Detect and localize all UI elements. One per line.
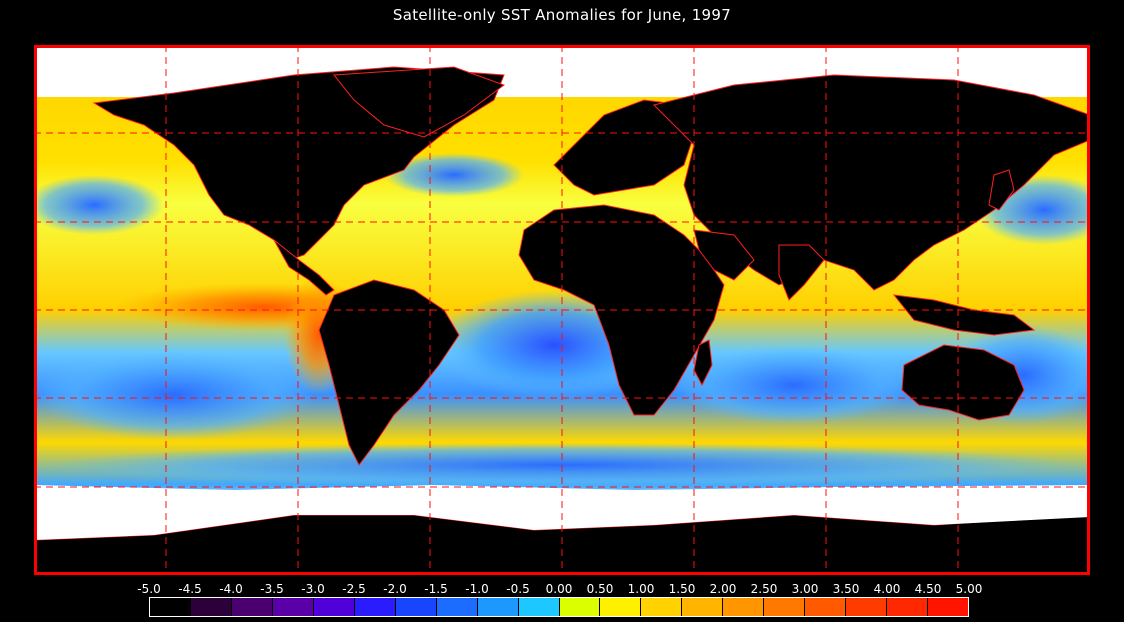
colorbar-tick-label: 4.50 — [914, 582, 942, 596]
colorbar-tick-label: -3.0 — [301, 582, 325, 596]
colorbar-swatch — [394, 598, 436, 616]
colorbar-tick-label: -4.0 — [219, 582, 243, 596]
colorbar-tick-label: -2.5 — [342, 582, 366, 596]
south-pacific-cold-anomaly — [34, 350, 314, 440]
madagascar — [693, 339, 713, 387]
colorbar — [149, 597, 969, 617]
colorbar-swatch — [722, 598, 764, 616]
arabia — [693, 229, 755, 281]
colorbar-swatch — [763, 598, 805, 616]
australia — [901, 344, 1025, 421]
colorbar-tick-label: 4.00 — [873, 582, 901, 596]
colorbar-tick-label: -2.0 — [383, 582, 407, 596]
colorbar-swatch — [353, 598, 395, 616]
colorbar-swatch — [271, 598, 313, 616]
indian-ocean-cold-anomaly — [674, 345, 914, 425]
south-america — [318, 279, 460, 466]
antarctic-ice-edge — [34, 485, 1090, 540]
colorbar-swatch — [886, 598, 928, 616]
north-atlantic-cold-anomaly — [384, 153, 524, 197]
colorbar-swatch — [599, 598, 641, 616]
colorbar-tick-label: -4.5 — [178, 582, 202, 596]
maritime-continent — [892, 294, 1036, 336]
colorbar-tick-label: 0.50 — [586, 582, 614, 596]
colorbar-swatch — [150, 598, 190, 616]
colorbar-swatch — [312, 598, 354, 616]
north-pacific-cold-anomaly — [34, 175, 164, 235]
india — [778, 244, 825, 301]
map-title: Satellite-only SST Anomalies for June, 1… — [392, 6, 732, 24]
colorbar-swatch — [845, 598, 887, 616]
colorbar-swatch — [189, 598, 231, 616]
colorbar-tick-label: -0.5 — [506, 582, 530, 596]
colorbar-tick-labels: -5.0 -4.5 -4.0 -3.5 -3.0 -2.5 -2.0 -1.5 -1.0 -0.5… — [110, 582, 1010, 596]
colorbar-swatch — [558, 598, 600, 616]
colorbar-tick-label: -5.0 — [137, 582, 161, 596]
colorbar-tick-label: 1.50 — [668, 582, 696, 596]
sst-anomaly-map — [34, 45, 1090, 575]
colorbar-swatch — [927, 598, 969, 616]
colorbar-tick-label: -1.0 — [465, 582, 489, 596]
graticule — [34, 45, 1090, 575]
colorbar-swatch — [435, 598, 477, 616]
colorbar-swatch — [804, 598, 846, 616]
colorbar-tick-label: 5.00 — [955, 582, 983, 596]
map-frame-border — [34, 45, 1090, 575]
colorbar-tick-label: 0.00 — [545, 582, 573, 596]
colorbar-swatch — [517, 598, 559, 616]
central-america — [273, 239, 335, 296]
colorbar-tick-label: -1.5 — [424, 582, 448, 596]
colorbar-swatch — [476, 598, 518, 616]
colorbar-tick-label: 2.50 — [750, 582, 778, 596]
colorbar-tick-label: 1.00 — [627, 582, 655, 596]
greenland — [333, 66, 506, 138]
colorbar-tick-label: 3.50 — [832, 582, 860, 596]
colorbar-tick-label: 2.00 — [709, 582, 737, 596]
colorbar-tick-label: -3.5 — [260, 582, 284, 596]
colorbar-swatch — [681, 598, 723, 616]
colorbar-swatch — [230, 598, 272, 616]
southern-ocean-cold-band — [44, 443, 1084, 487]
japan — [988, 169, 1015, 211]
colorbar-swatch — [640, 598, 682, 616]
map-canvas — [34, 45, 1090, 575]
africa — [518, 204, 725, 416]
colorbar-tick-label: 3.00 — [791, 582, 819, 596]
europe — [553, 99, 695, 196]
